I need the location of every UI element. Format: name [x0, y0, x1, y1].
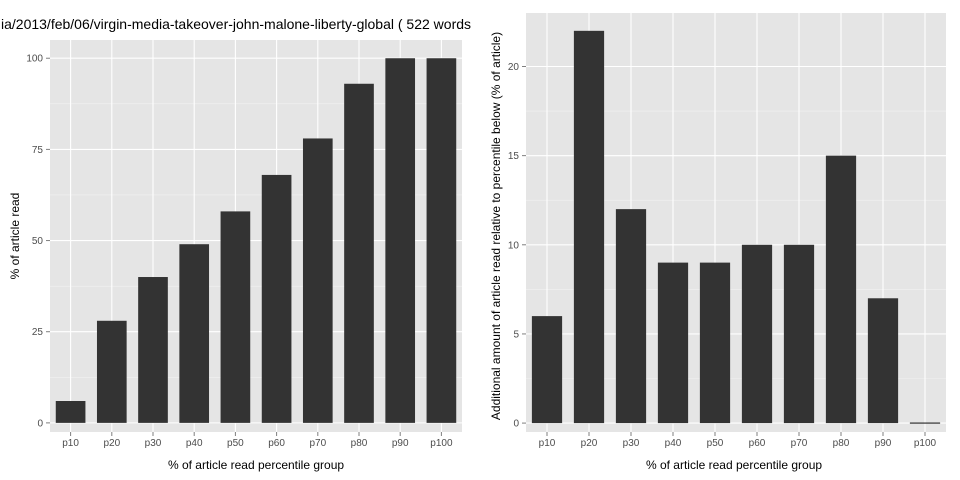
x-tick-label: p30 [145, 438, 162, 449]
x-tick-label: p90 [392, 438, 409, 449]
x-tick-label: p70 [309, 438, 326, 449]
y-tick-label: 75 [32, 145, 44, 156]
bar-p100 [426, 58, 457, 423]
bar-p40 [179, 244, 210, 423]
bar-p60 [741, 244, 773, 424]
bar-p10 [55, 401, 86, 423]
y-tick-label: 25 [32, 327, 44, 338]
x-tick-label: p90 [875, 438, 892, 449]
x-tick-label: p100 [914, 438, 937, 449]
left-chart-title: ia/2013/feb/06/virgin-media-takeover-joh… [1, 16, 471, 32]
bar-p30 [138, 277, 168, 423]
x-tick-label: p50 [227, 438, 244, 449]
y-tick-label: 5 [513, 329, 519, 340]
bar-p40 [657, 262, 689, 424]
bar-p100 [909, 422, 941, 424]
bar-p80 [825, 155, 857, 424]
x-tick-label: p70 [791, 438, 808, 449]
left-chart-y-axis-title: % of article read [8, 193, 22, 280]
right-chart-x-axis-title: % of article read percentile group [646, 458, 822, 472]
bar-p50 [220, 211, 251, 423]
bar-p70 [302, 138, 333, 423]
bar-p20 [573, 30, 605, 424]
right-chart-y-ticks: 0 5 10 15 20 [508, 62, 526, 430]
y-tick-label: 15 [508, 151, 520, 162]
x-tick-label: p50 [707, 438, 724, 449]
x-tick-label: p20 [103, 438, 120, 449]
x-tick-label: p40 [665, 438, 682, 449]
bar-p60 [261, 174, 292, 423]
y-tick-label: 20 [508, 62, 520, 73]
left-chart-bars [55, 58, 457, 423]
x-tick-label: p20 [581, 438, 598, 449]
bar-p20 [96, 320, 127, 423]
right-chart-bars [531, 30, 941, 424]
x-tick-label: p10 [539, 438, 556, 449]
y-tick-label: 0 [513, 419, 519, 430]
right-chart: 0 5 10 15 20 p10 p20 p30 p40 p50 p60 p70 p80 p90 p100… [489, 13, 946, 472]
bar-p50 [699, 262, 731, 424]
x-tick-label: p60 [749, 438, 766, 449]
y-tick-label: 100 [26, 54, 43, 65]
left-chart-y-ticks: 0 25 50 75 100 [26, 54, 50, 429]
bar-p30 [615, 209, 647, 424]
y-tick-label: 10 [508, 240, 520, 251]
bar-p70 [783, 244, 815, 424]
right-chart-x-ticks: p10 p20 p30 p40 p50 p60 p70 p80 p90 p100 [539, 432, 937, 449]
x-tick-label: p80 [833, 438, 850, 449]
y-tick-label: 50 [32, 236, 44, 247]
x-tick-label: p60 [268, 438, 285, 449]
x-tick-label: p80 [351, 438, 368, 449]
bar-p90 [385, 58, 416, 423]
bar-p10 [531, 316, 563, 424]
left-chart-x-ticks: p10 p20 p30 p40 p50 p60 p70 p80 p90 p100 [62, 432, 453, 449]
right-chart-y-axis-title: Additional amount of article read relati… [489, 32, 503, 420]
x-tick-label: p100 [430, 438, 453, 449]
x-tick-label: p10 [62, 438, 79, 449]
left-chart-x-axis-title: % of article read percentile group [168, 458, 344, 472]
x-tick-label: p40 [186, 438, 203, 449]
left-chart: ia/2013/feb/06/virgin-media-takeover-joh… [1, 16, 471, 472]
y-tick-label: 0 [37, 418, 43, 429]
bar-p80 [344, 83, 374, 423]
x-tick-label: p30 [623, 438, 640, 449]
bar-p90 [867, 298, 899, 424]
